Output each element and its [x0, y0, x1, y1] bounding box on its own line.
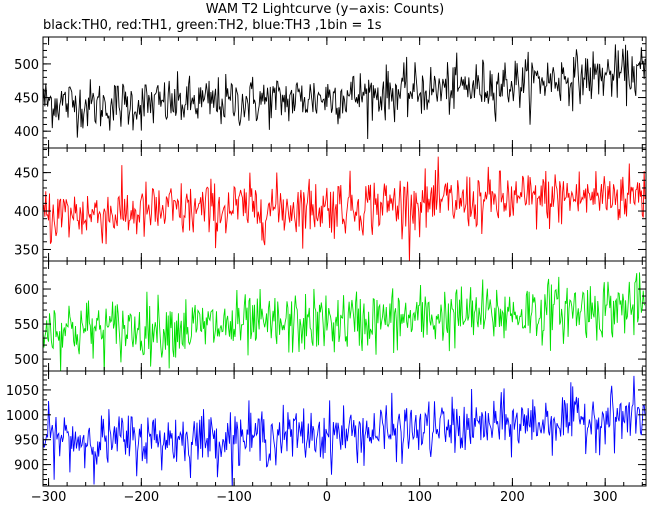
- series-line-TH2: [43, 272, 646, 371]
- series-line-TH0: [43, 44, 646, 140]
- x-tick-label: 300: [593, 490, 618, 505]
- panel-frame: [42, 36, 647, 149]
- x-tick-label: 0: [323, 490, 331, 505]
- y-tick-label: 500: [14, 353, 39, 368]
- x-tick-label: −100: [216, 490, 252, 505]
- x-tick-label: −200: [123, 490, 159, 505]
- y-tick-label: 450: [14, 92, 39, 107]
- chart-subtitle: black:TH0, red:TH1, green:TH2, blue:TH3 …: [43, 18, 382, 33]
- y-tick-label: 350: [14, 243, 39, 258]
- y-tick-label: 400: [14, 125, 39, 140]
- y-tick-label: 550: [14, 318, 39, 333]
- y-tick-label: 400: [14, 205, 39, 220]
- y-tick-label: 500: [14, 58, 39, 73]
- y-tick-label: 600: [14, 283, 39, 298]
- chart-title: WAM T2 Lightcurve (y−axis: Counts): [205, 2, 445, 17]
- y-tick-label: 450: [14, 167, 39, 182]
- x-tick-label: −300: [31, 490, 67, 505]
- panel-frame: [42, 370, 647, 487]
- y-tick-label: 1050: [6, 384, 39, 399]
- x-tick-label: 200: [500, 490, 525, 505]
- x-tick-label: 100: [407, 490, 432, 505]
- series-line-TH3: [43, 375, 646, 486]
- y-tick-label: 1000: [6, 409, 39, 424]
- y-tick-label: 950: [14, 434, 39, 449]
- y-tick-label: 900: [14, 459, 39, 474]
- series-line-TH1: [43, 156, 646, 261]
